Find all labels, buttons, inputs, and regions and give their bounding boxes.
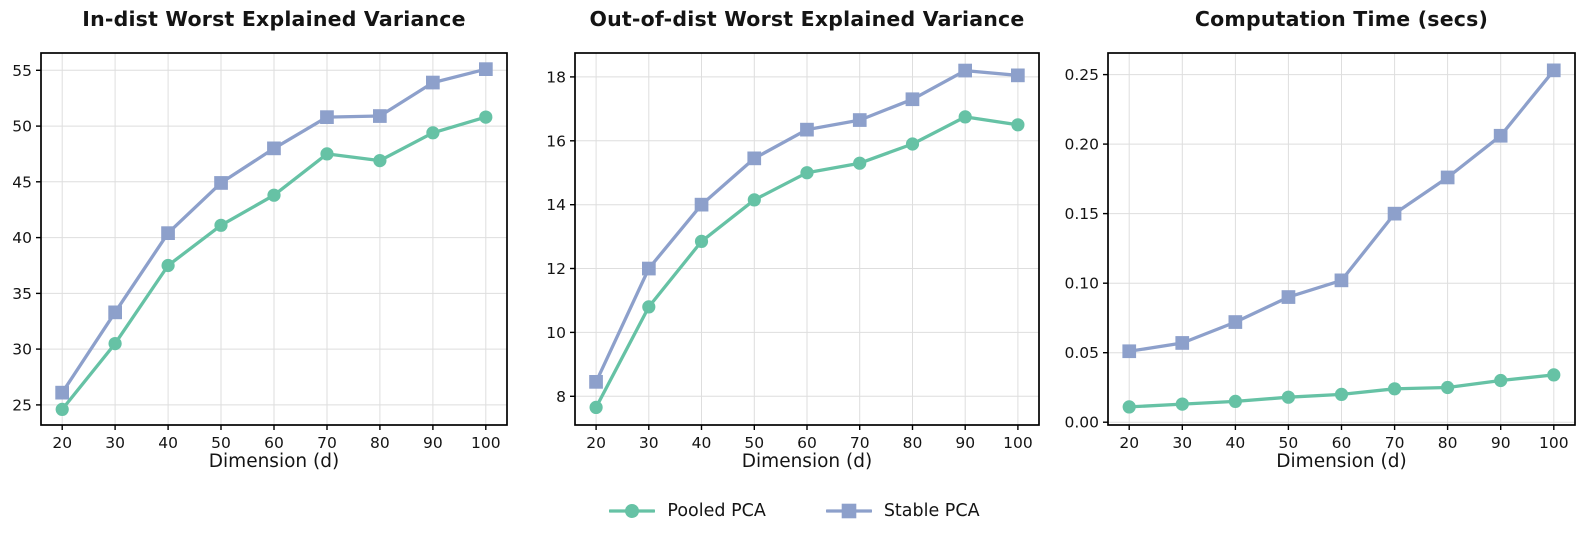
svg-text:10: 10 <box>546 324 566 342</box>
svg-text:55: 55 <box>12 62 32 80</box>
svg-text:60: 60 <box>797 434 817 452</box>
svg-text:14: 14 <box>546 196 566 214</box>
legend-item-pooled-pca: Pooled PCA <box>609 501 766 521</box>
legend: Pooled PCA Stable PCA <box>0 501 1589 521</box>
svg-text:0.20: 0.20 <box>1064 136 1099 154</box>
svg-text:30: 30 <box>105 434 125 452</box>
svg-text:18: 18 <box>546 68 566 86</box>
chart-out-of-dist-worst-explained-variance: Out-of-dist Worst Explained Variance 20 3… <box>530 0 1060 490</box>
svg-text:40: 40 <box>12 229 32 247</box>
chart-title: In-dist Worst Explained Variance <box>82 7 466 31</box>
legend-label: Stable PCA <box>883 501 980 521</box>
svg-text:70: 70 <box>317 434 337 452</box>
svg-text:8: 8 <box>556 388 566 406</box>
svg-text:0.25: 0.25 <box>1064 66 1099 84</box>
svg-text:40: 40 <box>158 434 178 452</box>
stable-pca-line-marker-icon <box>825 503 872 519</box>
svg-text:80: 80 <box>370 434 390 452</box>
svg-text:20: 20 <box>586 434 606 452</box>
x-axis-label: Dimension (d) <box>1276 451 1407 472</box>
svg-text:30: 30 <box>1172 434 1192 452</box>
svg-text:90: 90 <box>423 434 443 452</box>
legend-item-stable-pca: Stable PCA <box>825 501 980 521</box>
plot-area: 20 30 40 50 60 70 80 90 100 0.00 0.05 0.10 0.15 0.20 0… <box>1064 52 1576 452</box>
svg-text:30: 30 <box>12 341 32 359</box>
chart-computation-time: Computation Time (secs) 20 30 40 50 60 70 80 90… <box>1060 0 1589 490</box>
svg-text:70: 70 <box>1385 434 1405 452</box>
svg-text:70: 70 <box>850 434 870 452</box>
svg-text:50: 50 <box>744 434 764 452</box>
svg-text:20: 20 <box>1119 434 1139 452</box>
x-axis-label: Dimension (d) <box>741 451 873 472</box>
svg-text:35: 35 <box>12 285 32 303</box>
svg-text:0.05: 0.05 <box>1064 344 1099 362</box>
svg-text:100: 100 <box>1539 434 1569 452</box>
chart-title: Computation Time (secs) <box>1194 7 1489 31</box>
pooled-pca-line-marker-icon <box>609 504 656 518</box>
svg-text:25: 25 <box>12 396 32 414</box>
svg-text:40: 40 <box>692 434 712 452</box>
svg-text:100: 100 <box>471 434 501 452</box>
chart-in-dist-worst-explained-variance: In-dist Worst Explained Variance 20 30 40 5… <box>0 0 530 490</box>
svg-text:30: 30 <box>639 434 659 452</box>
svg-text:80: 80 <box>1438 434 1458 452</box>
svg-text:12: 12 <box>546 260 566 278</box>
svg-text:16: 16 <box>546 132 566 150</box>
svg-text:45: 45 <box>12 173 32 191</box>
svg-text:50: 50 <box>211 434 231 452</box>
svg-text:90: 90 <box>1491 434 1511 452</box>
chart-title: Out-of-dist Worst Explained Variance <box>589 7 1025 31</box>
svg-text:100: 100 <box>1003 434 1033 452</box>
legend-label: Pooled PCA <box>667 501 766 521</box>
svg-text:50: 50 <box>12 118 32 136</box>
svg-text:60: 60 <box>1332 434 1352 452</box>
svg-text:20: 20 <box>52 434 72 452</box>
svg-text:40: 40 <box>1226 434 1246 452</box>
svg-text:90: 90 <box>955 434 975 452</box>
plot-area: 20 30 40 50 60 70 80 90 100 25 30 35 40 45 50 55 <box>12 52 508 452</box>
svg-text:0.00: 0.00 <box>1064 414 1099 432</box>
svg-text:0.10: 0.10 <box>1064 275 1099 293</box>
svg-text:50: 50 <box>1279 434 1299 452</box>
plot-area: 20 30 40 50 60 70 80 90 100 8 10 12 14 16 18 <box>546 52 1040 452</box>
svg-text:60: 60 <box>264 434 284 452</box>
svg-text:0.15: 0.15 <box>1064 205 1099 223</box>
svg-text:80: 80 <box>903 434 923 452</box>
x-axis-label: Dimension (d) <box>208 451 340 472</box>
